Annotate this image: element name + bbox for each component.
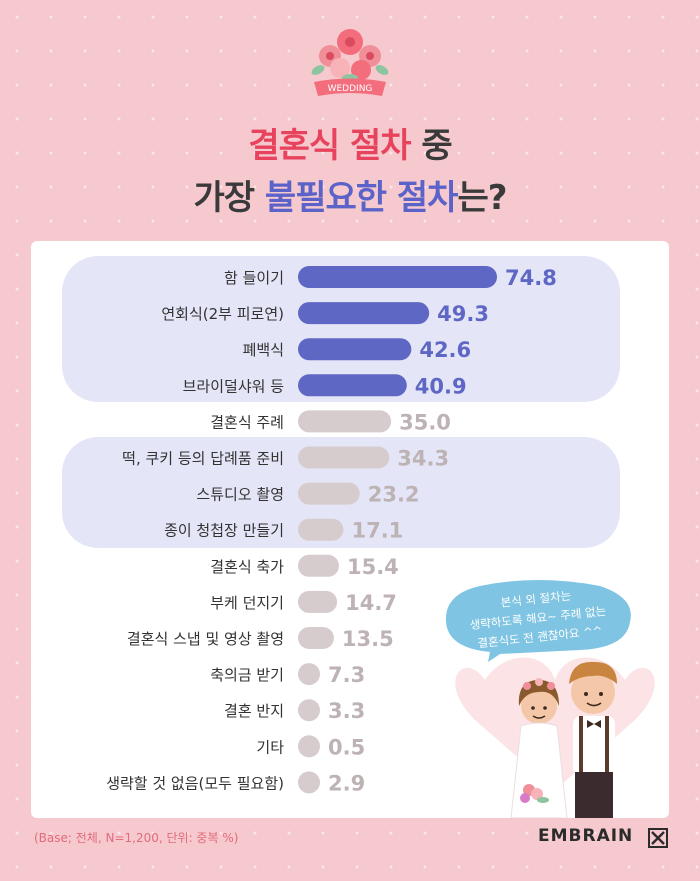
value-label: 42.6	[419, 338, 471, 362]
speech-bubble	[445, 580, 631, 662]
value-label: 7.3	[328, 663, 365, 687]
bar	[298, 735, 320, 758]
value-label: 40.9	[415, 374, 467, 398]
value-label: 34.3	[397, 447, 449, 471]
wedding-couple-illustration	[455, 657, 655, 818]
category-label: 떡, 쿠키 등의 답례품 준비	[122, 450, 284, 468]
embrain-logo-icon	[648, 828, 668, 848]
title-highlight-2: 불필요한 절차	[264, 178, 459, 218]
value-label: 13.5	[342, 627, 394, 651]
title-rest-1: 중	[410, 126, 452, 166]
bar	[298, 266, 497, 288]
page-title-line2: 가장 불필요한 절차는?	[0, 170, 700, 219]
bar	[298, 338, 412, 361]
bar	[298, 554, 339, 577]
badge-text: WEDDING	[328, 84, 373, 94]
value-label: 23.2	[368, 483, 420, 507]
brand-logo-text: EMBRAIN	[538, 826, 634, 846]
value-label: 74.8	[505, 266, 557, 290]
category-label: 축의금 받기	[210, 666, 284, 684]
title-end-2: 는?	[457, 178, 507, 218]
category-label: 브라이덜샤워 등	[183, 377, 285, 395]
bar	[298, 302, 430, 325]
category-label: 부케 던지기	[210, 594, 284, 612]
page-title-line1: 결혼식 절차 중	[0, 118, 700, 167]
value-label: 2.9	[328, 771, 365, 795]
category-label: 함 들이기	[224, 269, 284, 287]
bar	[298, 482, 360, 505]
category-label: 폐백식	[243, 341, 284, 359]
value-label: 0.5	[328, 735, 365, 759]
bar	[298, 590, 338, 613]
category-label: 결혼식 스냅 및 영상 촬영	[127, 630, 284, 648]
chart-footnote: (Base; 전체, N=1,200, 단위: 중복 %)	[34, 831, 239, 845]
bar	[298, 374, 407, 397]
value-label: 14.7	[345, 591, 397, 615]
bar	[298, 518, 344, 541]
category-label: 결혼식 주례	[210, 413, 284, 431]
wedding-wreath-icon: WEDDING	[311, 29, 389, 96]
bar	[298, 627, 334, 649]
category-label: 결혼 반지	[224, 702, 284, 720]
value-label: 17.1	[351, 519, 403, 543]
value-label: 49.3	[437, 302, 489, 326]
bar	[298, 663, 320, 686]
title-start-2: 가장	[193, 178, 265, 218]
bar	[298, 771, 320, 794]
value-label: 35.0	[399, 410, 451, 434]
value-label: 3.3	[328, 699, 365, 723]
bar	[298, 446, 390, 469]
bar	[298, 699, 320, 722]
category-label: 결혼식 축가	[210, 558, 284, 576]
value-label: 15.4	[347, 555, 399, 579]
category-label: 기타	[256, 738, 284, 756]
category-label: 스튜디오 촬영	[196, 486, 284, 504]
category-label: 연회식(2부 피로연)	[161, 305, 284, 323]
category-label: 종이 청첩장 만들기	[164, 522, 284, 540]
title-highlight-1: 결혼식 절차	[248, 126, 411, 166]
bar	[298, 410, 392, 433]
category-label: 생략할 것 없음(모두 필요함)	[106, 774, 284, 792]
